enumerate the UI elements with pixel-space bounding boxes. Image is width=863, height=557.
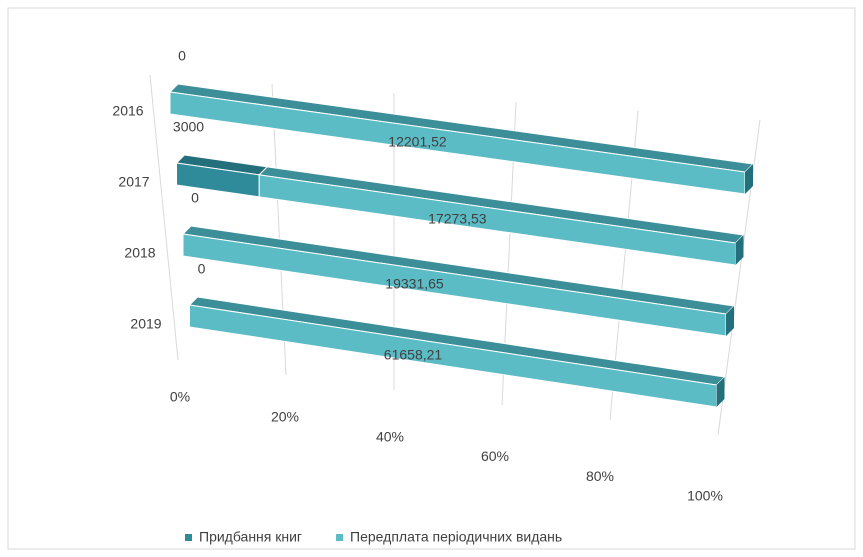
y-tick-label: 2018 (124, 245, 155, 261)
x-tick-label: 80% (586, 468, 614, 484)
bar (181, 225, 736, 337)
bar-end (716, 377, 725, 407)
data-label: 61658,21 (384, 347, 443, 363)
bar-end (745, 164, 753, 194)
x-tick-label: 20% (271, 409, 299, 425)
data-label: 12201,52 (388, 134, 447, 150)
data-label: 0 (198, 261, 206, 277)
bar-end (726, 306, 734, 336)
legend-label: Передплата періодичних видань (350, 529, 562, 545)
x-tick-label: 100% (687, 488, 723, 504)
bar (168, 83, 755, 195)
x-tick-label: 40% (376, 428, 404, 444)
x-tick-label: 60% (481, 448, 509, 464)
legend-swatch (336, 534, 344, 541)
data-label: 19331,65 (385, 276, 444, 292)
data-label: 0 (178, 48, 186, 64)
bar (258, 166, 745, 266)
x-tick-label: 0% (170, 389, 190, 405)
data-label: 3000 (173, 119, 204, 135)
legend-swatch (185, 534, 192, 541)
bar (188, 296, 726, 408)
y-tick-label: 2016 (112, 103, 143, 119)
grid-line (149, 74, 179, 361)
bar-end (735, 235, 744, 265)
y-tick-label: 2019 (130, 316, 161, 332)
data-label: 0 (191, 190, 199, 206)
legend-label: Придбання книг (199, 529, 302, 545)
y-tick-label: 2017 (118, 174, 149, 190)
data-label: 17273,53 (428, 211, 487, 227)
